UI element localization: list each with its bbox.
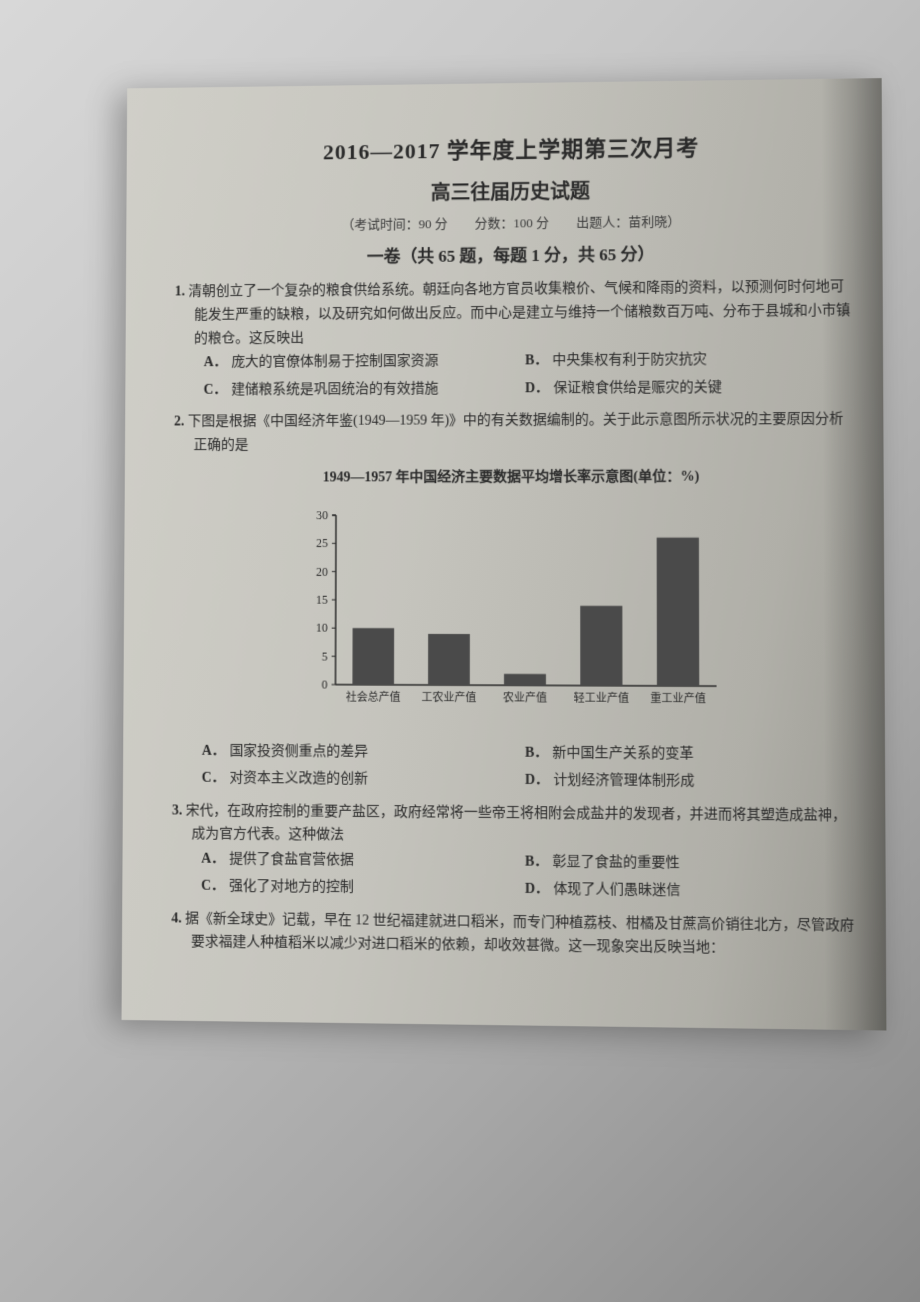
q1-text: 清朝创立了一个复杂的粮食供给系统。朝廷向各地方官员收集粮价、气候和降雨的资料，以… bbox=[188, 279, 850, 346]
question-4: 4. 据《新全球史》记载，早在 12 世纪福建就进口稻米，而专门种植荔枝、柑橘及… bbox=[171, 907, 855, 963]
svg-text:轻工业产值: 轻工业产值 bbox=[574, 691, 629, 705]
q2-option-a: A．国家投资侧重点的差异 bbox=[202, 739, 525, 766]
q2-option-b: B．新中国生产关系的变革 bbox=[525, 741, 854, 768]
page-title-main: 2016—2017 学年度上学期第三次月考 bbox=[175, 128, 851, 168]
q2-option-c: C．对资本主义改造的创新 bbox=[202, 766, 525, 793]
exam-info-row: （考试时间：90 分 分数：100 分 出题人：苗利晓） bbox=[175, 209, 852, 234]
svg-text:5: 5 bbox=[322, 649, 328, 663]
q1-option-b: B．中央集权有利于防灾抗灾 bbox=[525, 347, 853, 374]
q1-number: 1. bbox=[175, 285, 185, 300]
q3-number: 3. bbox=[172, 803, 182, 818]
exam-author: 出题人：苗利晓） bbox=[576, 214, 680, 230]
q3-option-d: D．体现了人们愚昧迷信 bbox=[525, 877, 855, 906]
svg-text:社会总产值: 社会总产值 bbox=[346, 690, 401, 704]
svg-text:25: 25 bbox=[316, 536, 328, 550]
svg-text:10: 10 bbox=[316, 621, 328, 635]
exam-page: 2016—2017 学年度上学期第三次月考 高三往届历史试题 （考试时间：90 … bbox=[122, 78, 887, 1030]
exam-score: 分数：100 分 bbox=[475, 215, 549, 231]
svg-text:15: 15 bbox=[316, 593, 328, 607]
q2-options: A．国家投资侧重点的差异 B．新中国生产关系的变革 C．对资本主义改造的创新 D… bbox=[172, 739, 854, 796]
page-title-sub: 高三往届历史试题 bbox=[175, 172, 852, 208]
q4-number: 4. bbox=[171, 911, 181, 926]
svg-text:重工业产值: 重工业产值 bbox=[650, 691, 706, 705]
section-title: 一卷（共 65 题，每题 1 分，共 65 分） bbox=[175, 238, 852, 269]
svg-text:30: 30 bbox=[316, 508, 328, 522]
q3-text: 宋代，在政府控制的重要产盐区，政府经常将一些帝王将相附会成盐井的发现者，并进而将… bbox=[186, 803, 847, 843]
q3-option-c: C．强化了对地方的控制 bbox=[201, 874, 525, 903]
bar-chart: 0 5 10 15 20 25 30 社会总产值 工农业产值 农业产值 轻工业产值 重工业产值 bbox=[291, 500, 732, 722]
q4-text: 据《新全球史》记载，早在 12 世纪福建就进口稻米，而专门种植荔枝、柑橘及甘蔗高… bbox=[185, 911, 854, 956]
question-3: 3. 宋代，在政府控制的重要产盐区，政府经常将一些帝王将相附会成盐井的发现者，并… bbox=[171, 799, 855, 906]
q2-number: 2. bbox=[174, 414, 184, 429]
q1-option-d: D．保证粮食供给是赈灾的关键 bbox=[525, 374, 853, 401]
q2-option-d: D．计划经济管理体制形成 bbox=[525, 768, 855, 796]
q1-option-c: C．建储粮系统是巩固统治的有效措施 bbox=[204, 376, 526, 402]
q2-text: 下图是根据《中国经济年鉴(1949—1959 年)》中的有关数据编制的。关于此示… bbox=[188, 412, 844, 453]
svg-text:20: 20 bbox=[316, 565, 328, 579]
question-1: 1. 清朝创立了一个复杂的粮食供给系统。朝廷向各地方官员收集粮价、气候和降雨的资… bbox=[174, 275, 853, 402]
svg-text:工农业产值: 工农业产值 bbox=[422, 690, 477, 704]
q3-option-b: B．彰显了食盐的重要性 bbox=[525, 850, 855, 879]
chart-container: 0 5 10 15 20 25 30 社会总产值 工农业产值 农业产值 轻工业产值 重工业产值 bbox=[291, 500, 732, 722]
svg-text:农业产值: 农业产值 bbox=[503, 690, 547, 704]
chart-title: 1949—1957 年中国经济主要数据平均增长率示意图(单位：%) bbox=[174, 466, 853, 491]
q3-option-a: A．提供了食盐官营依据 bbox=[201, 847, 525, 875]
question-2: 2. 下图是根据《中国经济年鉴(1949—1959 年)》中的有关数据编制的。关… bbox=[172, 408, 854, 796]
q3-options: A．提供了食盐官营依据 B．彰显了食盐的重要性 C．强化了对地方的控制 D．体现… bbox=[171, 847, 855, 906]
q1-option-a: A．庞大的官僚体制易于控制国家资源 bbox=[204, 349, 525, 376]
q1-options: A．庞大的官僚体制易于控制国家资源 B．中央集权有利于防灾抗灾 C．建储粮系统是… bbox=[174, 347, 853, 403]
exam-time: （考试时间：90 分 bbox=[341, 216, 447, 232]
svg-text:0: 0 bbox=[322, 678, 328, 692]
